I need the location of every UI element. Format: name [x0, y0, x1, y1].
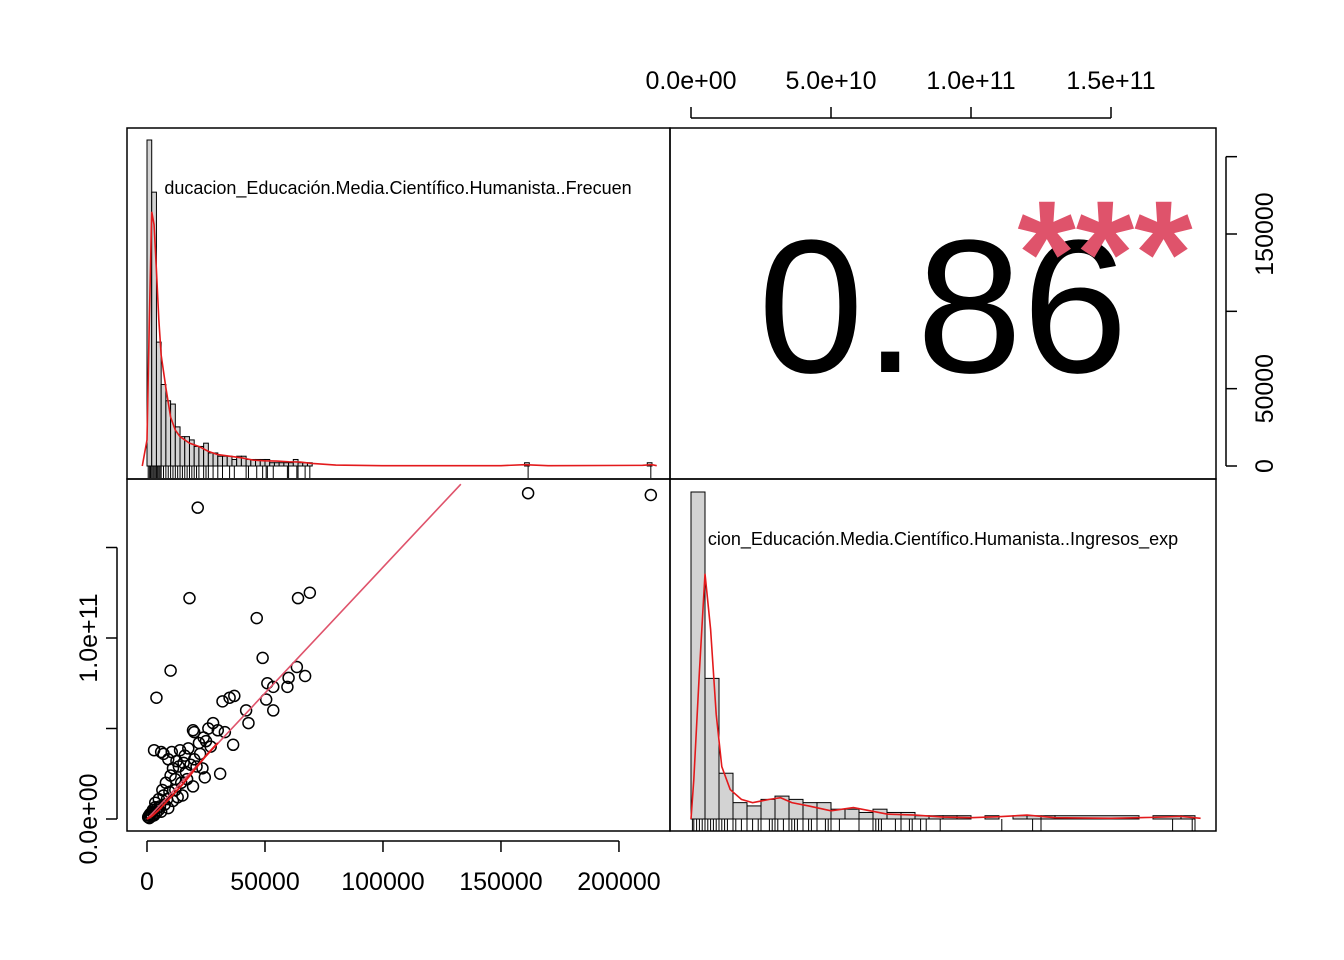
scatter-point	[152, 803, 166, 817]
hist-frecuencia-bar	[269, 462, 275, 467]
scatter-point	[186, 724, 200, 737]
scatter-point	[160, 792, 174, 806]
x-tick-label-bottom: 150000	[459, 868, 542, 896]
hist-frecuencia-bar	[288, 462, 294, 467]
scatter-points	[141, 486, 658, 825]
scatter-point	[216, 695, 229, 708]
scatter-point	[250, 611, 263, 625]
hist-ingresos-bar	[844, 808, 860, 820]
scatter-point	[213, 767, 227, 780]
scatter-point	[190, 760, 203, 773]
hist-frecuencia-bar	[278, 462, 285, 467]
scatter-point	[150, 691, 163, 704]
hist-frecuencia-bar	[179, 436, 186, 467]
scatter-point	[239, 704, 253, 717]
hist-frecuencia-bar	[297, 462, 304, 467]
scatter-point	[193, 747, 207, 761]
correlation-significance-stars: ***	[1017, 169, 1193, 337]
y-tick-label-right: 0	[1251, 459, 1279, 473]
scatter-point	[267, 704, 280, 717]
y-axis-right: 0 50000 150000	[1225, 155, 1279, 473]
scatter-point	[256, 651, 269, 665]
scatter-point	[170, 754, 183, 768]
y-tick-label-right: 50000	[1251, 354, 1279, 424]
diag-label-frecuencia: ducacion_Educación.Media.Científico.Huma…	[164, 178, 631, 199]
hist-ingresos-bar	[718, 772, 734, 820]
hist-ingresos-bar	[760, 798, 776, 820]
hist-ingresos-bar	[746, 805, 762, 820]
scatter-point	[161, 801, 175, 815]
scatter-point	[267, 680, 280, 694]
x-tick-label-top: 5.0e+10	[785, 67, 876, 95]
hist-frecuencia-bar	[203, 442, 209, 467]
hist-frecuencia-bar	[193, 445, 200, 467]
rug-ingresos	[691, 819, 1196, 831]
scatter-point	[211, 724, 225, 737]
panel-hist-ingresos	[669, 478, 1217, 832]
hist-frecuencia-bar	[231, 458, 238, 467]
hist-ingresos-bar	[858, 811, 874, 820]
scatter-point	[290, 660, 304, 674]
scatter-point	[521, 486, 535, 500]
hist-ingresos-bar	[732, 802, 748, 820]
hist-frecuencia-bar	[222, 455, 228, 467]
x-tick-label-top: 0.0e+00	[645, 67, 736, 95]
scatter-point	[291, 591, 305, 605]
x-tick-label-top: 1.0e+11	[926, 67, 1015, 95]
scatter-point	[282, 671, 295, 685]
scatter-point	[644, 488, 658, 502]
hist-frecuencia-bar	[160, 384, 167, 467]
y-tick-label-left: 0.0e+00	[75, 773, 103, 864]
density-curve-ingresos	[690, 573, 1201, 820]
scatter-point	[183, 591, 196, 605]
x-tick-label-bottom: 100000	[341, 868, 424, 896]
panel-scatter	[126, 478, 671, 832]
hist-frecuencia-bar	[283, 462, 290, 467]
hist-ingresos-bar	[774, 795, 790, 820]
x-axis-top: 0.0e+00 5.0e+10 1.0e+11 1.5e+11	[645, 67, 1156, 119]
scatter-point	[142, 809, 156, 822]
hist-frecuencia-bar	[207, 452, 214, 467]
scatter-point	[259, 693, 273, 706]
scatter-point	[223, 691, 236, 704]
lowess-smooth-line	[146, 742, 219, 820]
hist-ingresos-bar	[704, 677, 720, 820]
scatter-point	[187, 725, 201, 739]
scatter-point	[198, 771, 212, 784]
y-axis-left: 0.0e+00 1.0e+11	[75, 546, 118, 865]
diag-label-ingresos: cion_Educación.Media.Científico.Humanist…	[708, 529, 1178, 550]
scatter-point	[191, 501, 204, 514]
correlation-value: 0.86	[758, 201, 1128, 413]
x-tick-label-bottom: 50000	[230, 868, 300, 896]
x-tick-label-bottom: 200000	[577, 868, 660, 896]
rug-frecuencia	[147, 466, 652, 478]
hist-frecuencia-bar	[155, 341, 162, 467]
scatter-point	[242, 716, 255, 730]
scatter-point	[164, 664, 177, 677]
scatter-point	[218, 725, 232, 739]
x-axis-bottom: 0 50000 100000 150000 200000	[140, 840, 661, 896]
scatter-point	[186, 780, 200, 793]
hist-frecuencia-bar	[226, 455, 233, 467]
scatter-point	[281, 680, 294, 694]
scatter-point	[226, 738, 240, 752]
x-tick-label-bottom: 0	[140, 868, 154, 896]
scatter-point	[150, 806, 163, 819]
hist-frecuencia-bar	[217, 455, 224, 467]
hist-frecuencia-bar	[170, 403, 176, 467]
x-tick-label-top: 1.5e+11	[1066, 67, 1155, 95]
density-curve-frecuencia	[141, 211, 657, 467]
scatter-point	[169, 783, 182, 797]
hist-ingresos-bar	[690, 491, 706, 820]
scatter-point	[182, 742, 195, 755]
hist-frecuencia-bar	[273, 462, 280, 467]
y-tick-label-left: 1.0e+11	[75, 593, 103, 682]
scatter-point	[303, 586, 317, 599]
scatter-point	[298, 669, 312, 683]
y-tick-label-right: 150000	[1251, 192, 1279, 275]
hist-frecuencia-bar	[245, 458, 252, 467]
